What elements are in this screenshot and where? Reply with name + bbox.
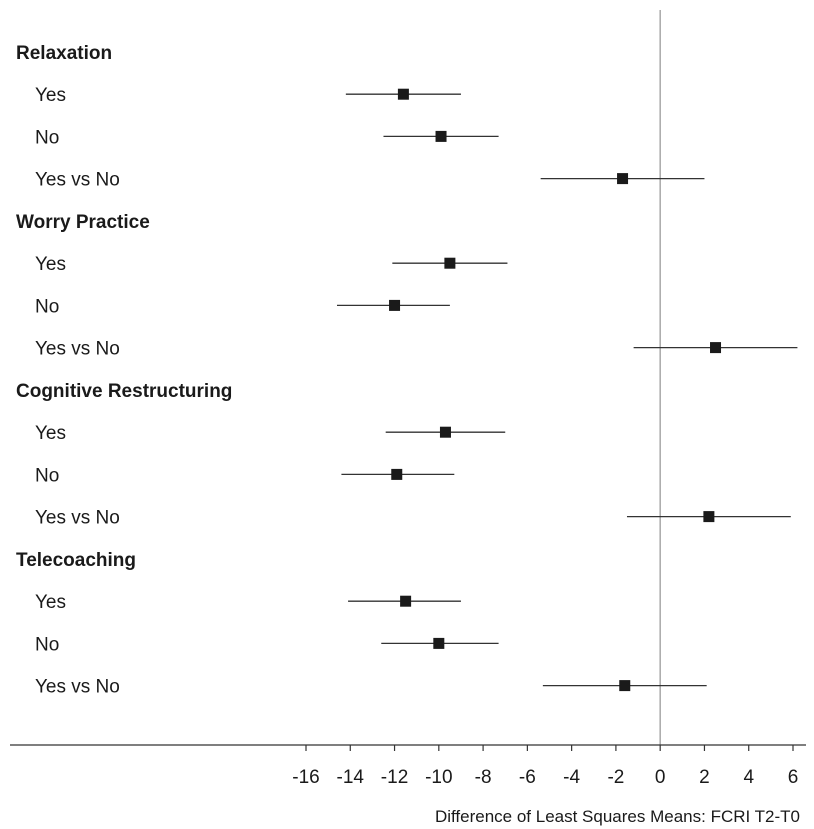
point-estimate: [397, 88, 409, 100]
row-label: Yes vs No: [35, 677, 120, 698]
x-tick-label: 2: [699, 767, 710, 788]
row-label: Yes: [35, 423, 66, 444]
point-estimate: [619, 680, 631, 692]
row-label: Yes vs No: [35, 339, 120, 360]
row-label: Yes: [35, 85, 66, 106]
x-tick-label: -14: [337, 767, 365, 788]
row-label: Yes vs No: [35, 170, 120, 191]
point-estimate: [391, 468, 403, 480]
row-label: No: [35, 634, 59, 655]
row-label: Yes: [35, 254, 66, 275]
point-estimate: [389, 299, 401, 311]
row-label: Yes vs No: [35, 508, 120, 529]
x-tick-label: 4: [743, 767, 754, 788]
x-tick-label: -2: [607, 767, 624, 788]
group-label: Telecoaching: [16, 550, 136, 571]
point-estimate: [710, 342, 722, 354]
point-estimate: [400, 595, 412, 607]
x-tick-label: -6: [519, 767, 536, 788]
x-axis-title: Difference of Least Squares Means: FCRI …: [435, 807, 800, 826]
x-tick-label: 0: [655, 767, 666, 788]
row-label: No: [35, 465, 59, 486]
point-estimate: [433, 637, 445, 649]
x-tick-label: -8: [475, 767, 492, 788]
x-tick-label: -16: [292, 767, 319, 788]
row-label: Yes: [35, 592, 66, 613]
row-labels: Relaxation Yes No Yes vs No Worry Practice Ye…: [16, 43, 232, 698]
row-label: No: [35, 296, 59, 317]
row-label: No: [35, 127, 59, 148]
estimate-marks: [336, 88, 798, 692]
point-estimate: [444, 257, 456, 269]
group-label: Worry Practice: [16, 212, 150, 233]
point-estimate: [439, 426, 451, 438]
x-tick-label: 6: [788, 767, 799, 788]
x-tick-label: -12: [381, 767, 408, 788]
point-estimate: [435, 130, 447, 142]
point-estimate: [617, 173, 629, 185]
group-label: Cognitive Restructuring: [16, 381, 232, 402]
group-label: Relaxation: [16, 43, 112, 64]
point-estimate: [703, 511, 715, 523]
x-axis: -16 -14 -12 -10 -8 -6 -4 -2 0 2 4 6: [10, 744, 806, 788]
x-tick-label: -10: [425, 767, 452, 788]
x-tick-label: -4: [563, 767, 580, 788]
